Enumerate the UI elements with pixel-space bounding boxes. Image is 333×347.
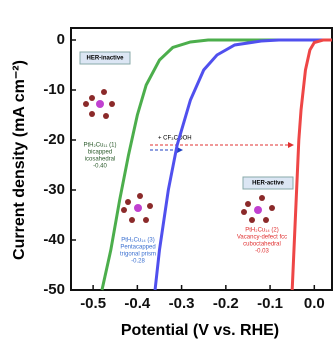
molecule — [241, 195, 275, 223]
y-tick-label: -30 — [43, 181, 65, 198]
y-tick-label: 0 — [57, 31, 65, 48]
structure-label: Pentacapped — [120, 245, 155, 251]
y-axis-label: Current density (mA cm⁻²) — [11, 60, 28, 260]
series-line — [292, 40, 332, 290]
x-tick-label: 0.0 — [304, 295, 325, 312]
x-tick-label: -0.5 — [80, 295, 106, 312]
molecule — [83, 89, 115, 119]
y-tick-label: -40 — [43, 231, 65, 248]
molecule — [121, 193, 153, 223]
x-tick-label: -0.4 — [124, 295, 151, 312]
structure-label: PtH₂Cu₁₄ (2) — [245, 228, 278, 234]
structure-label: icosahedral — [85, 157, 116, 163]
y-tick-label: -20 — [43, 131, 65, 148]
structure-label: -0.40 — [93, 164, 107, 170]
y-tick-label: -50 — [43, 281, 65, 298]
structure-label: trigonal prism — [120, 252, 156, 258]
structure-label: PtH₂Cu₁₁ (1) — [83, 143, 116, 149]
x-tick-label: -0.1 — [257, 295, 283, 312]
structure-label: -0.03 — [255, 249, 269, 255]
x-axis-label: Potential (V vs. RHE) — [121, 322, 279, 339]
annotation-box-label: HER-active — [252, 181, 284, 187]
structure-label: PtH₂Cu₁₄ (3) — [121, 238, 154, 244]
structure-label: cuboctahedral — [243, 242, 281, 248]
y-tick-label: -10 — [43, 81, 65, 98]
chart: Current density (mA cm⁻²) Potential (V v… — [0, 0, 333, 347]
structure-label: bicapped — [88, 150, 112, 156]
annotation-box-label: HER-inactive — [86, 56, 124, 62]
reagent-label: + CF₃COOH — [158, 136, 192, 142]
structure-label: Vacancy-defect fcc — [237, 235, 287, 241]
x-tick-label: -0.2 — [213, 295, 239, 312]
page: Current density (mA cm⁻²) Potential (V v… — [0, 0, 333, 347]
structure-label: -0.28 — [131, 259, 145, 265]
x-tick-label: -0.3 — [169, 295, 195, 312]
